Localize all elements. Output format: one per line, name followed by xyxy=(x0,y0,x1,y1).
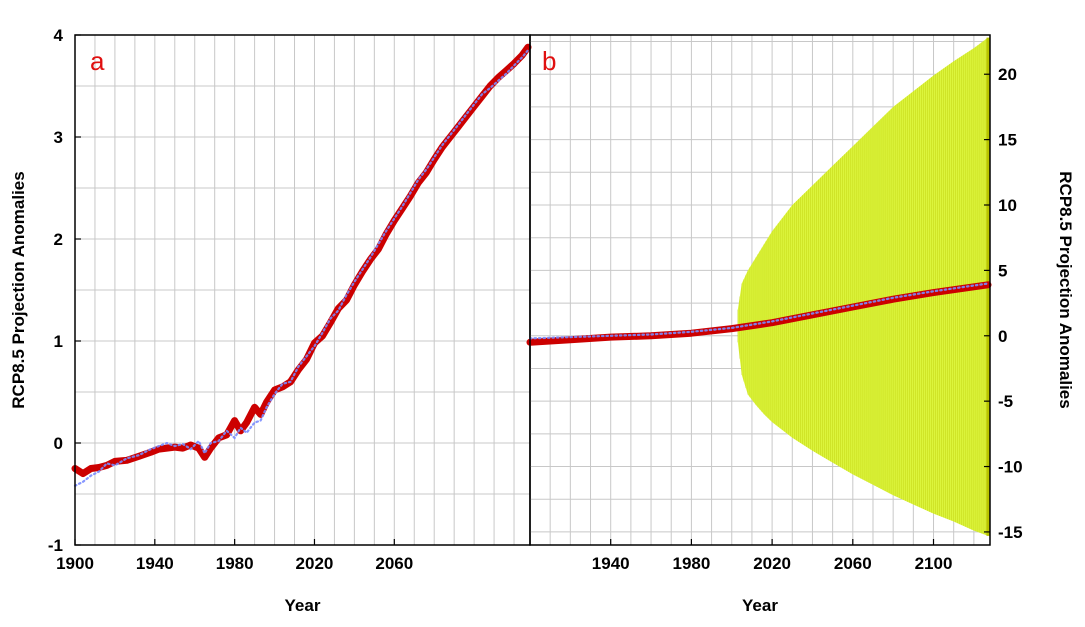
y-tick-label: 2 xyxy=(54,230,63,249)
y-tick-label: 0 xyxy=(998,327,1007,346)
panel-letter: a xyxy=(90,46,105,76)
series-line-main xyxy=(71,43,532,478)
y-tick-label: 0 xyxy=(54,434,63,453)
x-tick-label: 1980 xyxy=(672,554,710,573)
x-axis-title: Year xyxy=(742,596,778,615)
x-tick-label: 2060 xyxy=(375,554,413,573)
tick-labels: 1940 1980 2020 2060 2100 -15 -10 -5 0 5 10 15 20 xyxy=(592,65,1023,573)
y-axis-title: RCP8.5 Projection Anomalies xyxy=(1056,171,1075,408)
x-tick-label: 2100 xyxy=(915,554,953,573)
y-tick-label: 5 xyxy=(998,261,1007,280)
series-line-dots xyxy=(528,282,990,340)
chart-marks xyxy=(526,37,992,536)
chart-marks xyxy=(71,43,532,487)
y-tick-label: -1 xyxy=(48,536,63,555)
y-axis-title: RCP8.5 Projection Anomalies xyxy=(9,171,28,408)
x-tick-label: 1980 xyxy=(216,554,254,573)
y-tick-label: 10 xyxy=(998,196,1017,215)
y-tick-label: -5 xyxy=(998,392,1013,411)
y-tick-label: -15 xyxy=(998,523,1023,542)
tick-labels: 1900 1940 1980 2020 2060 -1 0 1 2 3 4 xyxy=(48,26,413,573)
panel-letter: b xyxy=(542,46,556,76)
y-tick-label: 4 xyxy=(54,26,64,45)
x-tick-label: 2060 xyxy=(834,554,872,573)
plot-frame xyxy=(529,34,991,546)
panel-b: 1940 1980 2020 2060 2100 -15 -10 -5 0 5 10 15 20 b Y… xyxy=(526,34,1075,615)
y-tick-label: 3 xyxy=(54,128,63,147)
x-tick-label: 1900 xyxy=(56,554,94,573)
series-line-dots xyxy=(73,49,530,487)
x-axis-title: Year xyxy=(285,596,321,615)
x-tick-label: 1940 xyxy=(592,554,630,573)
grid xyxy=(74,34,530,546)
x-tick-label: 2020 xyxy=(753,554,791,573)
y-tick-label: 20 xyxy=(998,65,1017,84)
y-tick-label: -10 xyxy=(998,458,1023,477)
x-tick-label: 2020 xyxy=(296,554,334,573)
x-tick-label: 1940 xyxy=(136,554,174,573)
panel-a: 1900 1940 1980 2020 2060 -1 0 1 2 3 4 a Year RCP8.… xyxy=(9,26,532,615)
y-tick-label: 1 xyxy=(54,332,63,351)
y-tick-label: 15 xyxy=(998,131,1017,150)
